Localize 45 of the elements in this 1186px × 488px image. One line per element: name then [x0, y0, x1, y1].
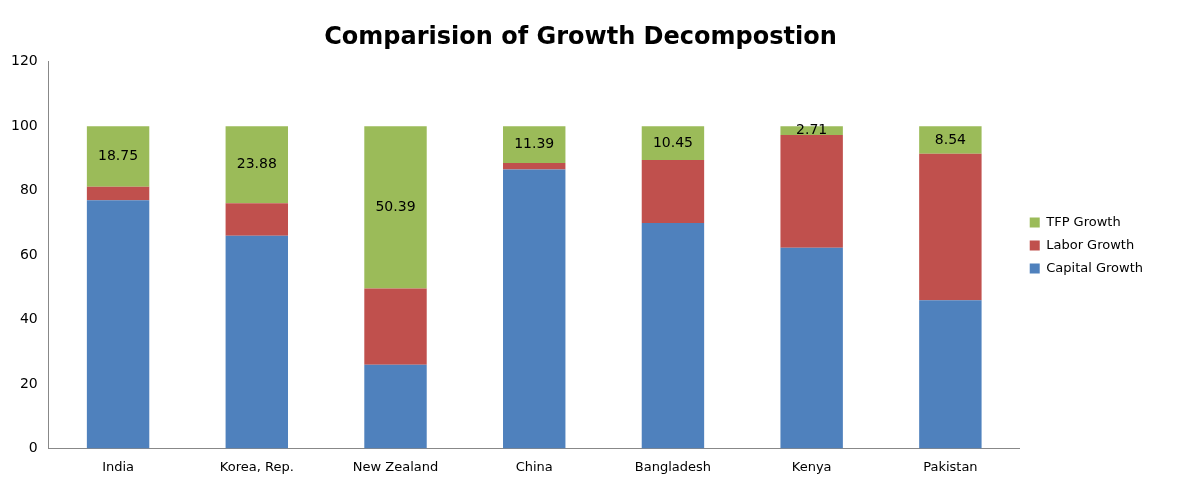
x-tick-label: Korea, Rep.: [219, 458, 294, 474]
y-tick-label: 100: [10, 116, 38, 133]
legend-label: Capital Growth: [1046, 259, 1144, 275]
y-tick-label: 60: [19, 245, 38, 262]
bar: [225, 126, 289, 204]
bar: [364, 288, 427, 365]
x-tick-label: New Zealand: [352, 458, 439, 474]
bar: [780, 247, 843, 449]
bar: [364, 364, 427, 449]
bar: [225, 203, 289, 236]
y-tick-label: 80: [19, 181, 38, 198]
bar: [364, 126, 427, 289]
legend-label: Labor Growth: [1046, 236, 1135, 252]
legend-label: TFP Growth: [1045, 213, 1121, 229]
bar: [86, 126, 150, 187]
bar: [919, 300, 982, 449]
data-label: 50.39: [375, 198, 416, 215]
y-tick-label: 0: [28, 439, 38, 456]
bar: [86, 200, 150, 449]
x-tick-label: Kenya: [791, 458, 832, 474]
y-tick-label: 120: [10, 52, 38, 69]
data-label: 11.39: [514, 135, 555, 152]
x-tick-label: Bangladesh: [634, 458, 712, 474]
bar: [503, 162, 566, 170]
x-tick-label: China: [515, 458, 553, 474]
chart-title: Comparision of Growth Decompostion: [324, 21, 837, 50]
x-tick-label: Pakistan: [923, 458, 978, 474]
bar: [503, 169, 566, 449]
bar: [641, 222, 705, 449]
data-label: 23.88: [236, 155, 277, 172]
bar: [225, 235, 289, 449]
bar: [919, 126, 982, 154]
bar: [641, 126, 705, 160]
data-label: 10.45: [652, 133, 693, 150]
x-tick-label: India: [102, 458, 135, 474]
bar: [780, 134, 843, 248]
data-label: 8.54: [934, 130, 967, 147]
bar: [919, 153, 982, 301]
y-tick-label: 40: [19, 310, 38, 327]
bar: [86, 186, 150, 201]
data-label: 2.71: [796, 121, 828, 138]
bar: [641, 159, 705, 223]
y-tick-label: 20: [19, 374, 38, 391]
data-label: 18.75: [98, 147, 139, 164]
bar: [503, 126, 566, 163]
